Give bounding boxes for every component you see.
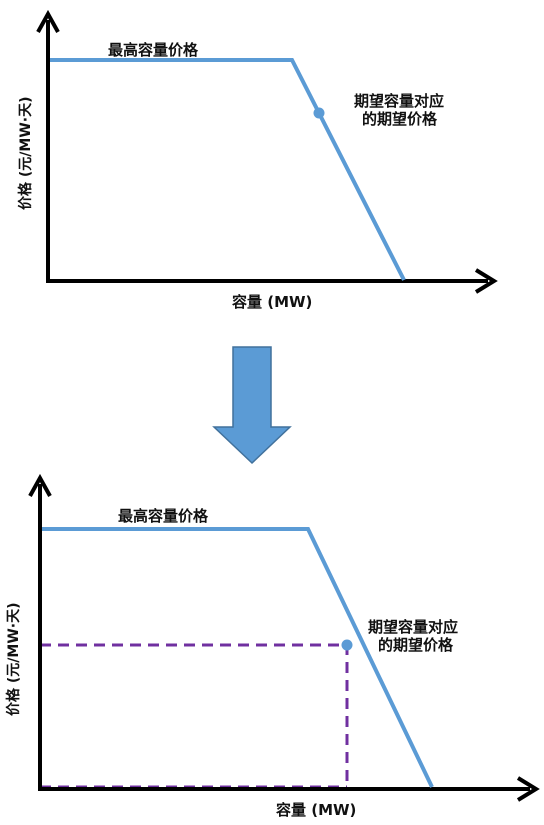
bottom-x-axis-label: 容量 (MW) (275, 801, 356, 819)
bottom-expected-point (341, 639, 353, 651)
dashed-area-outline (40, 643, 349, 789)
top-max-price-label: 最高容量价格 (108, 41, 199, 59)
top-y-axis-label: 价格 (元/MW·天) (17, 97, 34, 210)
top-y-axis-arrowhead (36, 9, 60, 33)
bottom-x-axis-arrowhead (516, 776, 540, 802)
bottom-expected-label-line2: 的期望价格 (378, 636, 454, 654)
bottom-expected-label-line1: 期望容量对应 (368, 618, 458, 636)
bottom-max-price-label: 最高容量价格 (118, 507, 209, 525)
bottom-y-axis-label: 价格 (元/MW·天) (5, 603, 22, 716)
bottom-y-axis-arrowhead (28, 473, 52, 497)
top-expected-point (313, 107, 325, 119)
top-chart: 最高容量价格 期望容量对应 的期望价格 价格 (元/MW·天) 容量 (MW) (17, 9, 498, 311)
top-expected-label-line2: 的期望价格 (362, 110, 438, 128)
bottom-chart: 最高容量价格 期望容量对应 的期望价格 价格 (元/MW·天) 容量 (MW) (5, 473, 540, 819)
down-arrow-icon (212, 346, 292, 465)
bottom-price-curve (42, 527, 434, 788)
top-price-curve (50, 58, 406, 281)
top-x-axis-arrowhead (474, 268, 498, 294)
top-expected-label-line1: 期望容量对应 (354, 92, 444, 110)
top-x-axis-label: 容量 (MW) (231, 293, 312, 311)
